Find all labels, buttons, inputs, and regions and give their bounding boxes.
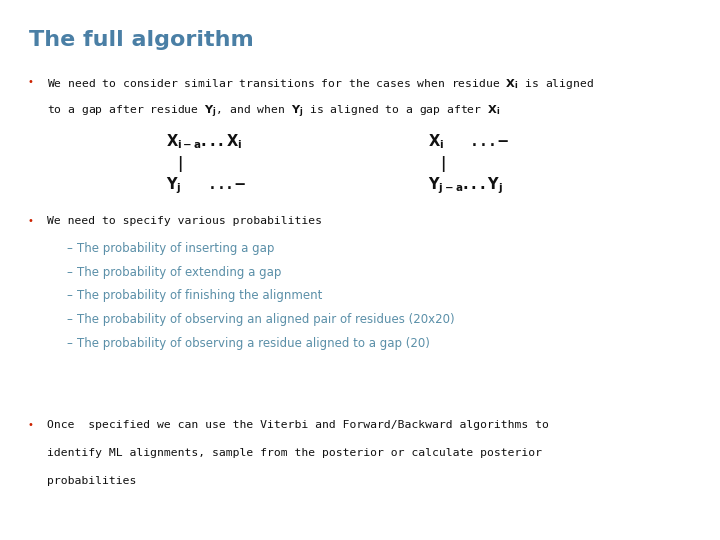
- Text: $\mathbf{Y_j}$   ...$\mathbf{-}$: $\mathbf{Y_j}$ ...$\mathbf{-}$: [166, 176, 246, 196]
- Text: $\mathbf{Y_{j-a}...Y_j}$: $\mathbf{Y_{j-a}...Y_j}$: [428, 176, 503, 196]
- Text: The full algorithm: The full algorithm: [29, 30, 253, 50]
- Text: –: –: [66, 289, 72, 302]
- Text: –: –: [66, 313, 72, 326]
- Text: probabilities: probabilities: [47, 476, 136, 487]
- Text: •: •: [27, 216, 33, 226]
- Text: Once  specified we can use the Viterbi and Forward/Backward algorithms to: Once specified we can use the Viterbi an…: [47, 420, 549, 430]
- Text: –: –: [66, 242, 72, 255]
- Text: The probability of observing a residue aligned to a gap (20): The probability of observing a residue a…: [77, 337, 430, 350]
- Text: The probability of finishing the alignment: The probability of finishing the alignme…: [77, 289, 323, 302]
- Text: –: –: [66, 266, 72, 279]
- Text: $\mathbf{|}$: $\mathbf{|}$: [177, 154, 183, 174]
- Text: •: •: [27, 420, 33, 430]
- Text: to a gap after residue $\mathbf{Y_j}$, and when $\mathbf{Y_j}$ is aligned to a g: to a gap after residue $\mathbf{Y_j}$, a…: [47, 104, 500, 120]
- Text: identify ML alignments, sample from the posterior or calculate posterior: identify ML alignments, sample from the …: [47, 448, 541, 458]
- Text: The probability of observing an aligned pair of residues (20x20): The probability of observing an aligned …: [77, 313, 454, 326]
- Text: The probability of inserting a gap: The probability of inserting a gap: [77, 242, 274, 255]
- Text: The probability of extending a gap: The probability of extending a gap: [77, 266, 282, 279]
- Text: –: –: [66, 337, 72, 350]
- Text: $\mathbf{X_{i-a}...X_i}$: $\mathbf{X_{i-a}...X_i}$: [166, 132, 242, 151]
- Text: •: •: [27, 77, 33, 87]
- Text: We need to consider similar transitions for the cases when residue $\mathbf{X_i}: We need to consider similar transitions …: [47, 77, 594, 91]
- Text: We need to specify various probabilities: We need to specify various probabilities: [47, 216, 322, 226]
- Text: $\mathbf{X_i}$   ...$\mathbf{-}$: $\mathbf{X_i}$ ...$\mathbf{-}$: [428, 132, 509, 151]
- Text: $\mathbf{|}$: $\mathbf{|}$: [440, 154, 446, 174]
